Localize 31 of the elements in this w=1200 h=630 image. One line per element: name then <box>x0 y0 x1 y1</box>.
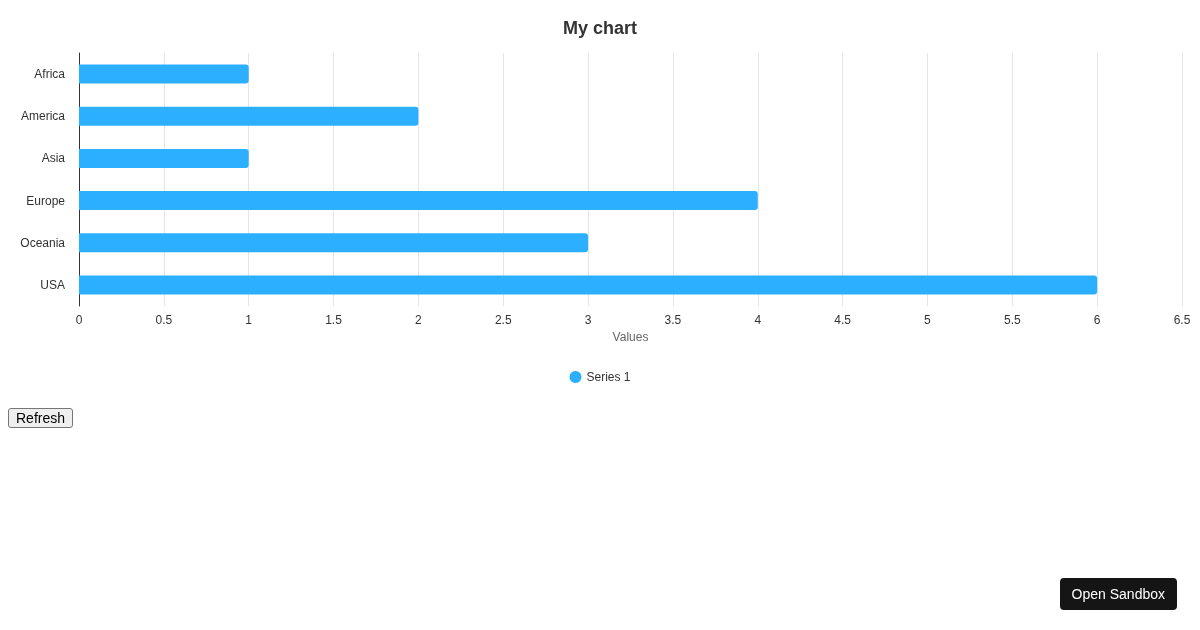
y-tick-label: Europe <box>26 193 66 208</box>
text: Refresh <box>8 408 74 428</box>
y-tick-label: USA <box>40 277 65 292</box>
x-tick-label: 3 <box>584 313 592 327</box>
x-tick-label: 6 <box>1093 313 1101 327</box>
bar <box>79 233 589 253</box>
x-tick-label: 5.5 <box>1003 313 1021 327</box>
x-tick-label: 1 <box>245 313 253 327</box>
legend-label: Series 1 <box>586 370 631 384</box>
bar <box>79 275 1098 295</box>
x-tick-label: 2.5 <box>494 313 512 327</box>
x-tick-label: 2 <box>415 313 423 327</box>
text: Open Sandbox <box>1059 578 1177 610</box>
x-tick-label: 1.5 <box>325 313 343 327</box>
x-tick-label: 0 <box>75 313 83 327</box>
chart-title: My chart <box>562 18 638 38</box>
y-tick-label: Oceania <box>20 235 66 250</box>
bar <box>79 191 758 211</box>
x-tick-label: 5 <box>924 313 932 327</box>
x-tick-label: 6.5 <box>1173 313 1191 327</box>
y-tick-label: Africa <box>34 67 66 82</box>
bar <box>79 106 419 126</box>
x-tick-label: 4.5 <box>834 313 852 327</box>
y-tick-label: America <box>20 109 66 124</box>
x-tick-label: 3.5 <box>664 313 682 327</box>
x-tick-label: 0.5 <box>155 313 173 327</box>
bar <box>79 64 249 84</box>
y-tick-label: Asia <box>41 151 66 166</box>
x-axis-title: Values <box>612 329 649 344</box>
bar <box>79 148 249 168</box>
x-tick-label: 4 <box>754 313 762 327</box>
